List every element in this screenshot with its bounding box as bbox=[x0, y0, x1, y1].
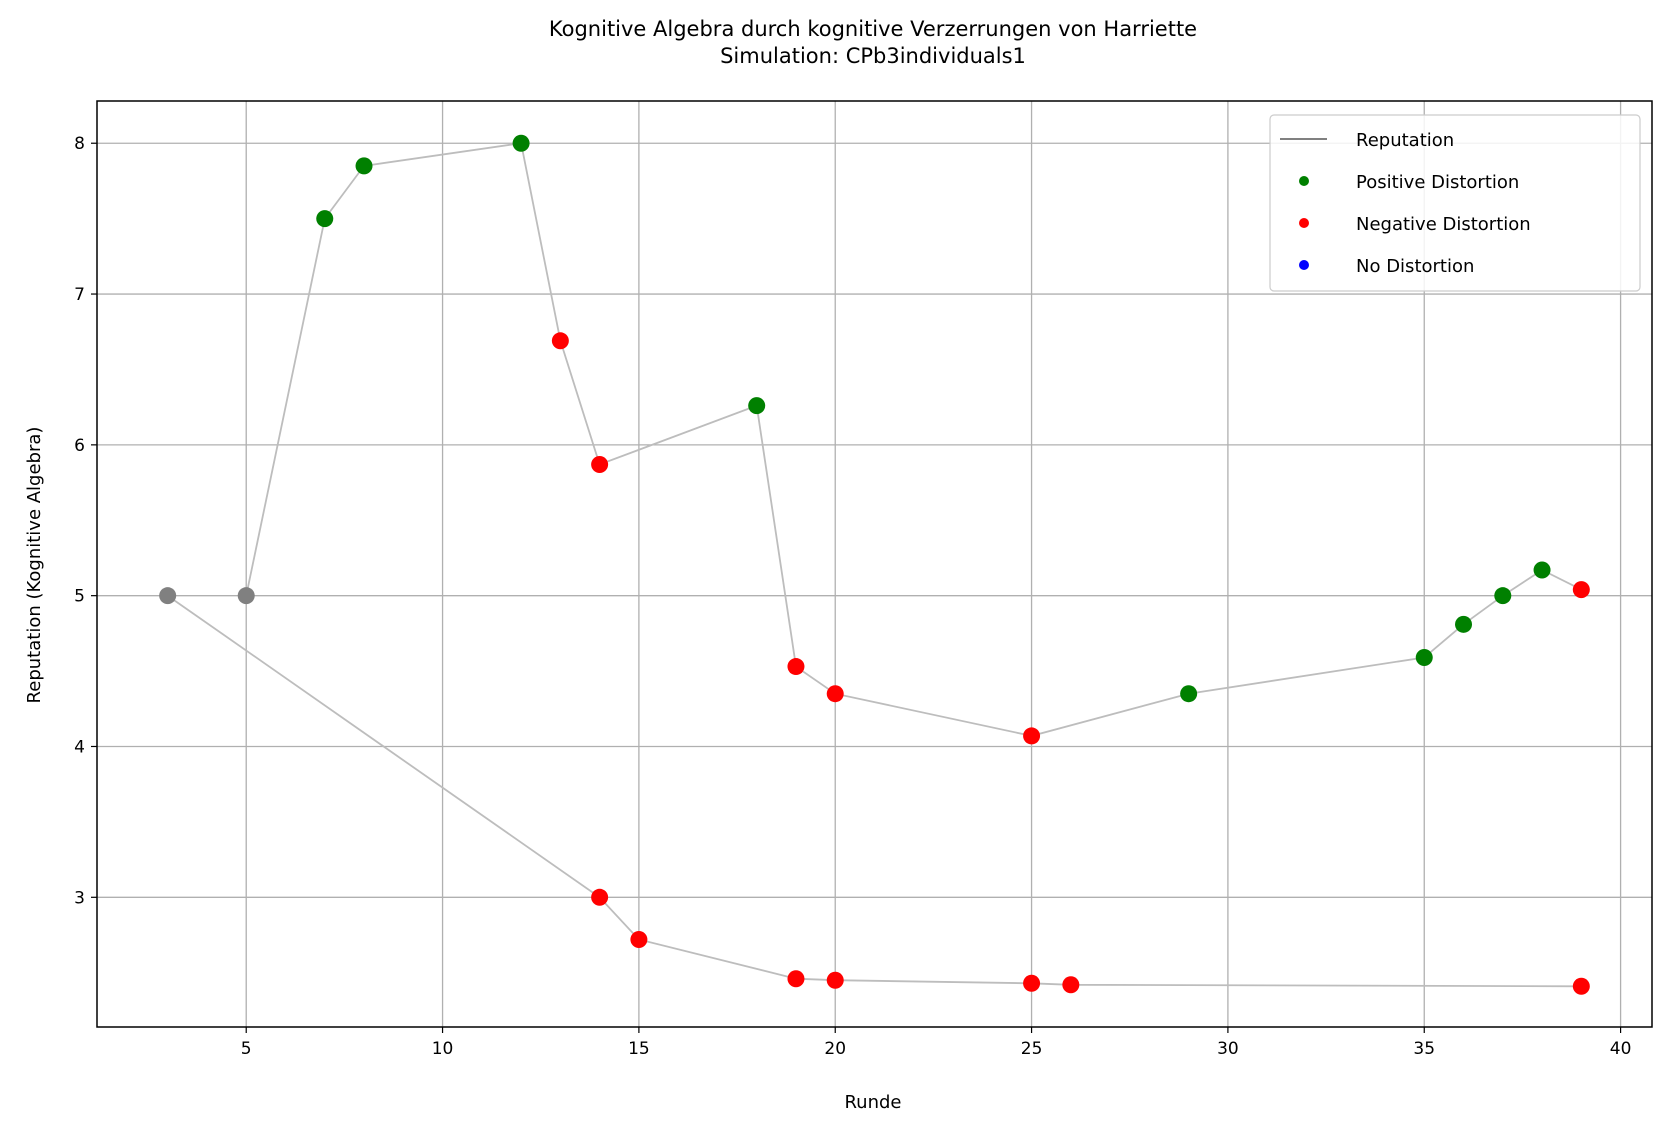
data-point-negative bbox=[1023, 974, 1041, 992]
data-point-negative bbox=[551, 332, 569, 350]
legend: Reputation Positive Distortion Negative Di… bbox=[1269, 114, 1641, 292]
axis-ticks: 5 10 15 20 25 30 35 40 3 4 5 6 7 8 bbox=[74, 134, 1631, 1059]
y-axis-label: Reputation (Kognitive Algebra) bbox=[24, 427, 45, 704]
x-tick-label: 20 bbox=[824, 1039, 846, 1059]
chart-subtitle: Simulation: CPb3individuals1 bbox=[720, 44, 1026, 68]
reputation-line bbox=[245, 142, 1582, 737]
y-tick-label: 5 bbox=[74, 587, 85, 607]
y-tick-label: 7 bbox=[74, 285, 85, 305]
data-point-positive bbox=[1180, 685, 1198, 703]
x-tick-label: 35 bbox=[1413, 1039, 1435, 1059]
data-point-initial bbox=[237, 587, 255, 605]
x-tick-label: 25 bbox=[1021, 1039, 1043, 1059]
data-point-negative bbox=[787, 970, 805, 988]
data-point-negative bbox=[591, 455, 609, 473]
x-tick-label: 40 bbox=[1610, 1039, 1632, 1059]
data-point-negative bbox=[826, 685, 844, 703]
x-tick-label: 30 bbox=[1217, 1039, 1239, 1059]
data-point-positive bbox=[316, 210, 334, 228]
data-point-negative bbox=[787, 658, 805, 676]
legend-label: Negative Distortion bbox=[1356, 214, 1531, 235]
x-axis-label: Runde bbox=[844, 1092, 901, 1113]
data-point-positive bbox=[1494, 587, 1512, 605]
data-point-initial bbox=[159, 587, 177, 605]
legend-marker-swatch bbox=[1299, 218, 1309, 228]
data-point-negative bbox=[630, 931, 648, 949]
plot-frame bbox=[96, 100, 1653, 1028]
data-point-negative bbox=[1572, 581, 1590, 599]
reputation-line bbox=[167, 594, 1582, 988]
data-point-positive bbox=[512, 134, 530, 152]
y-tick-label: 4 bbox=[74, 737, 85, 757]
data-point-negative bbox=[591, 888, 609, 906]
legend-label: No Distortion bbox=[1356, 256, 1474, 277]
legend-marker-swatch bbox=[1299, 176, 1309, 186]
y-tick-label: 3 bbox=[74, 888, 85, 908]
legend-label: Reputation bbox=[1356, 130, 1454, 151]
legend-box bbox=[1269, 114, 1641, 292]
chart-title: Kognitive Algebra durch kognitive Verzer… bbox=[549, 17, 1197, 41]
x-tick-label: 15 bbox=[628, 1039, 650, 1059]
x-tick-label: 10 bbox=[432, 1039, 454, 1059]
legend-label: Positive Distortion bbox=[1356, 172, 1519, 193]
data-points bbox=[159, 134, 1590, 995]
data-point-negative bbox=[826, 971, 844, 989]
y-tick-label: 8 bbox=[74, 134, 85, 154]
data-point-positive bbox=[1415, 649, 1433, 667]
legend-marker-swatch bbox=[1299, 260, 1309, 270]
data-point-negative bbox=[1023, 727, 1041, 745]
x-tick-label: 5 bbox=[241, 1039, 252, 1059]
data-point-positive bbox=[1533, 561, 1551, 579]
data-point-negative bbox=[1062, 976, 1080, 994]
data-point-negative bbox=[1572, 977, 1590, 995]
y-tick-label: 6 bbox=[74, 436, 85, 456]
data-point-positive bbox=[748, 397, 766, 415]
data-point-positive bbox=[355, 157, 373, 175]
data-point-positive bbox=[1455, 615, 1473, 633]
